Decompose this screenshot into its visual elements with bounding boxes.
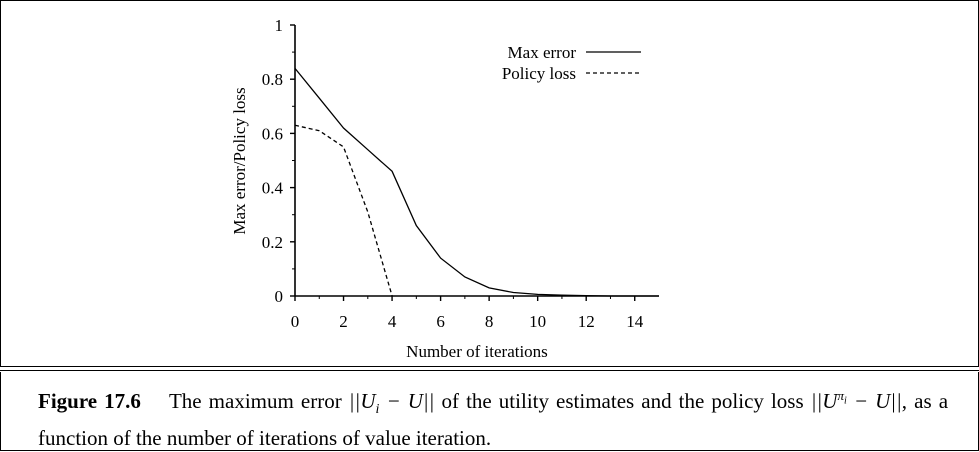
y-tick-label: 1 bbox=[275, 16, 284, 35]
line-chart: 0 2 4 6 8 10 12 14 0 0.2 0.4 0.6 0.8 1 Max error Polic… bbox=[230, 16, 659, 361]
x-tick-label: 0 bbox=[291, 312, 300, 331]
x-tick-label: 10 bbox=[529, 312, 546, 331]
axes bbox=[294, 25, 659, 297]
x-tick-label: 12 bbox=[578, 312, 595, 331]
policy-loss-line bbox=[294, 124, 393, 297]
divider-line bbox=[0, 370, 979, 371]
caption-math-max-error: ||Ui − U|| bbox=[348, 389, 435, 418]
y-tick-label: 0.8 bbox=[262, 70, 283, 89]
caption-text: The maximum error bbox=[168, 389, 349, 413]
x-axis-label: Number of iterations bbox=[406, 342, 548, 361]
ticks: 0 2 4 6 8 10 12 14 0 0.2 0.4 0.6 0.8 1 bbox=[262, 16, 644, 331]
caption-text: , as a function of the number of iterati… bbox=[38, 389, 949, 451]
legend-label: Policy loss bbox=[502, 64, 576, 83]
y-tick-label: 0.4 bbox=[262, 179, 284, 198]
figure-label: Figure 17.6 bbox=[38, 389, 141, 413]
caption-text: of the utility estimates and the policy … bbox=[434, 389, 811, 413]
legend: Max error Policy loss bbox=[502, 43, 641, 83]
y-tick-label: 0 bbox=[275, 287, 284, 306]
chart-panel: 0 2 4 6 8 10 12 14 0 0.2 0.4 0.6 0.8 1 Max error Polic… bbox=[0, 0, 979, 366]
legend-label: Max error bbox=[508, 43, 577, 62]
y-tick-label: 0.6 bbox=[262, 124, 283, 143]
x-tick-label: 14 bbox=[626, 312, 644, 331]
max-error-line bbox=[294, 67, 659, 297]
y-tick-label: 0.2 bbox=[262, 233, 283, 252]
x-tick-label: 2 bbox=[339, 312, 348, 331]
y-axis-label: Max error/Policy loss bbox=[230, 87, 249, 234]
caption-math-policy-loss: ||Uπi − U|| bbox=[810, 388, 902, 413]
series-lines bbox=[294, 67, 659, 297]
x-tick-label: 6 bbox=[436, 312, 445, 331]
x-tick-label: 4 bbox=[388, 312, 397, 331]
x-tick-label: 8 bbox=[485, 312, 494, 331]
figure-caption: Figure 17.6 The maximum error ||Ui − U|| … bbox=[38, 382, 948, 452]
divider-line bbox=[0, 366, 979, 367]
